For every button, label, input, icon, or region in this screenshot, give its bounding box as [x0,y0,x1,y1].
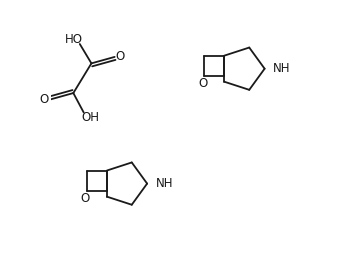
Text: OH: OH [81,111,99,123]
Text: O: O [116,50,125,63]
Text: NH: NH [273,62,290,75]
Text: NH: NH [155,177,173,190]
Text: HO: HO [65,33,83,46]
Text: O: O [198,77,208,90]
Text: O: O [40,93,49,106]
Text: O: O [81,192,90,205]
